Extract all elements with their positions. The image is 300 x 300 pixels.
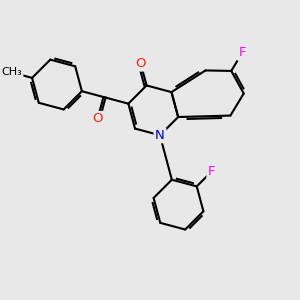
Text: N: N — [155, 129, 165, 142]
Text: O: O — [136, 57, 146, 70]
Text: CH₃: CH₃ — [1, 68, 22, 77]
Text: F: F — [208, 165, 215, 178]
Text: F: F — [238, 46, 246, 59]
Text: O: O — [92, 112, 103, 125]
